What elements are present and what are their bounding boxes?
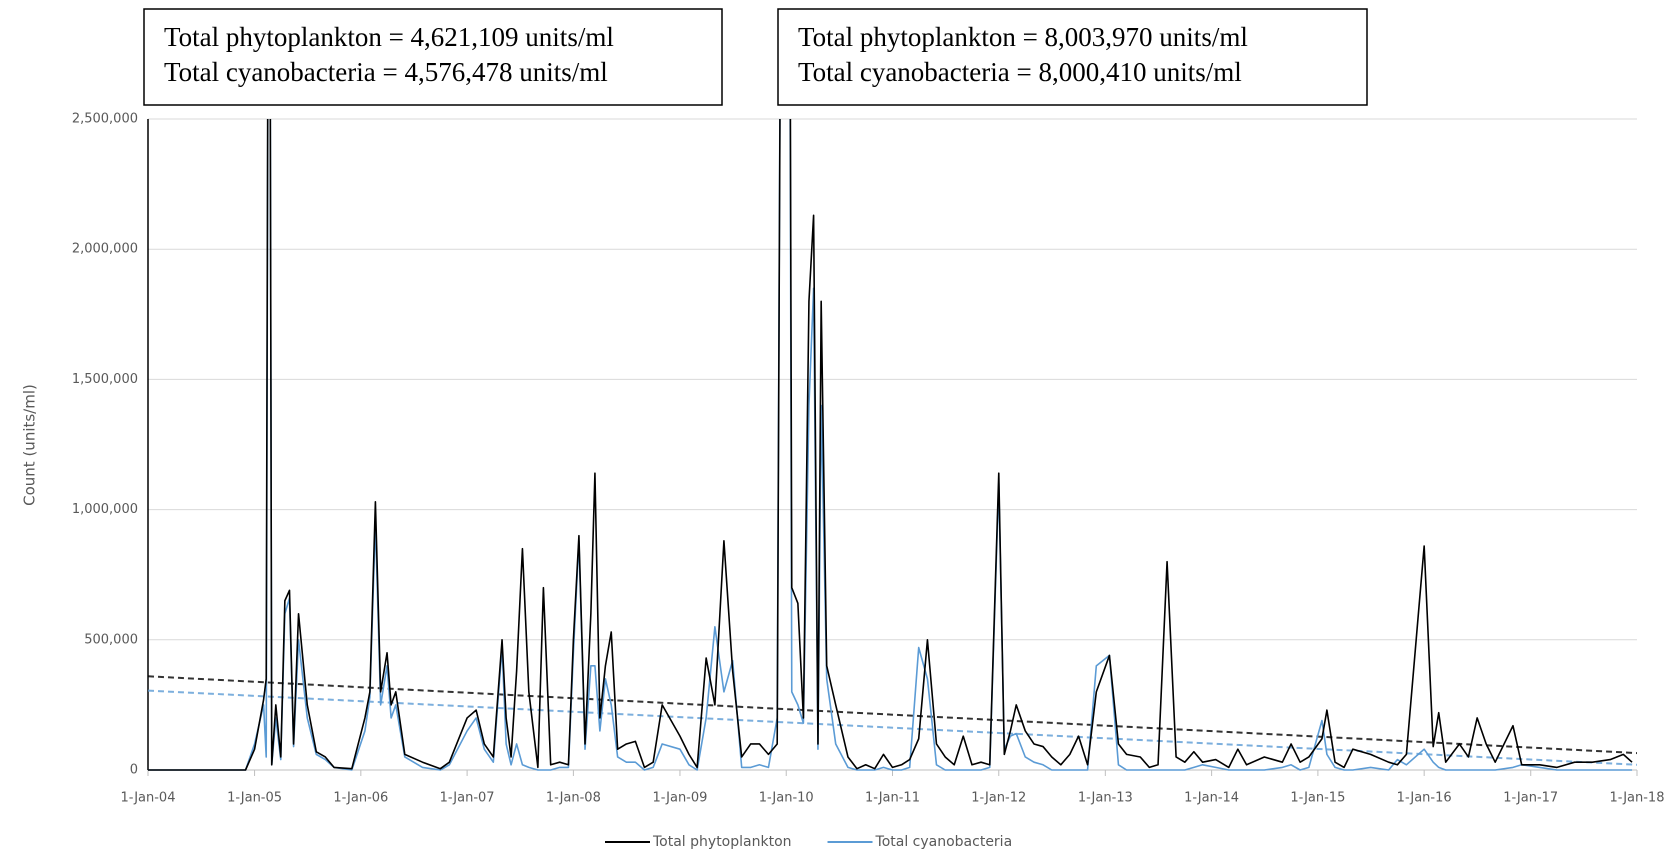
- y-tick-label: 500,000: [84, 632, 138, 647]
- legend-label: Total cyanobacteria: [875, 834, 1013, 850]
- x-tick-label: 1-Jan-10: [759, 791, 814, 806]
- annotation-box: [143, 8, 723, 106]
- annotation-box: [777, 8, 1368, 106]
- annotation-text: Total cyanobacteria = 4,576,478 units/ml: [164, 57, 608, 87]
- annotation-text: Total phytoplankton = 4,621,109 units/ml: [164, 22, 614, 52]
- trend-line: [148, 675, 1637, 755]
- x-tick-label: 1-Jan-04: [121, 791, 176, 806]
- y-tick-label: 2,500,000: [72, 112, 138, 127]
- x-tick-label: 1-Jan-13: [1078, 791, 1133, 806]
- x-tick-label: 1-Jan-06: [333, 791, 388, 806]
- x-tick-label: 1-Jan-08: [546, 791, 601, 806]
- x-tick-label: 1-Jan-17: [1503, 791, 1558, 806]
- y-axis-label: Count (units/ml): [21, 384, 39, 506]
- data-line: [148, 119, 1633, 771]
- x-tick-label: 1-Jan-09: [652, 791, 707, 806]
- y-tick-label: 1,500,000: [72, 372, 138, 387]
- y-tick-label: 0: [130, 763, 138, 778]
- plot-area: [148, 119, 1637, 771]
- trend-line: [148, 689, 1637, 766]
- legend-label: Total phytoplankton: [652, 834, 792, 850]
- y-tick-label: 1,000,000: [72, 502, 138, 517]
- y-tick-label: 2,000,000: [72, 242, 138, 257]
- x-tick-label: 1-Jan-14: [1184, 791, 1239, 806]
- data-line: [148, 119, 1633, 771]
- x-tick-label: 1-Jan-15: [1290, 791, 1345, 806]
- annotation-text: Total phytoplankton = 8,003,970 units/ml: [798, 22, 1248, 52]
- x-tick-label: 1-Jan-16: [1397, 791, 1452, 806]
- x-tick-label: 1-Jan-18: [1610, 791, 1665, 806]
- x-tick-label: 1-Jan-07: [440, 791, 495, 806]
- annotation-text: Total cyanobacteria = 8,000,410 units/ml: [798, 57, 1242, 87]
- x-tick-label: 1-Jan-12: [971, 791, 1026, 806]
- x-tick-label: 1-Jan-11: [865, 791, 920, 806]
- x-tick-label: 1-Jan-05: [227, 791, 282, 806]
